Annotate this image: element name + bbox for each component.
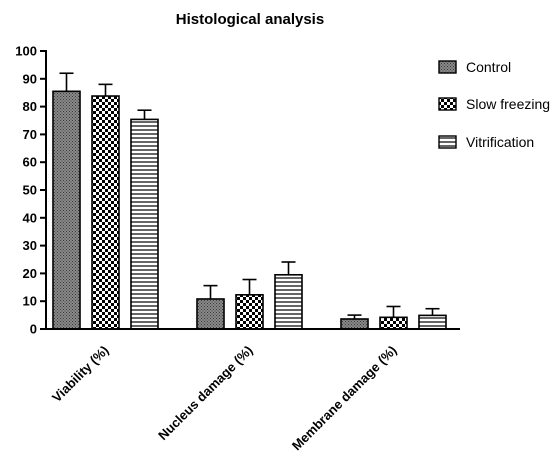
bar-vitrification-2 bbox=[418, 314, 447, 330]
legend-label: Vitrification bbox=[466, 134, 534, 150]
y-tick-label: 50 bbox=[23, 183, 37, 198]
x-category-label: Nucleus damage (%) bbox=[155, 343, 256, 444]
bar-slow-freezing-2 bbox=[379, 316, 408, 330]
x-category-label: Viability (%) bbox=[49, 343, 112, 406]
bars-group bbox=[52, 90, 447, 330]
error-bars-group bbox=[59, 72, 440, 319]
y-tick-label: 70 bbox=[23, 127, 37, 142]
bar-control-1 bbox=[196, 298, 225, 330]
bar-slow-freezing-0 bbox=[91, 95, 120, 330]
legend-swatch-control bbox=[438, 60, 457, 74]
legend-swatch-vitrification bbox=[438, 135, 457, 149]
bar-slow-freezing-1 bbox=[235, 294, 264, 330]
bar-vitrification-1 bbox=[274, 273, 303, 330]
bar-vitrification-0 bbox=[130, 118, 159, 330]
x-axis: Viability (%) Nucleus damage (%) Membrane … bbox=[46, 328, 460, 454]
chart-title: Histological analysis bbox=[176, 11, 324, 28]
legend-label: Control bbox=[466, 59, 511, 75]
y-tick-label: 20 bbox=[23, 266, 37, 281]
legend-label: Slow freezing bbox=[466, 96, 550, 112]
y-tick-label: 100 bbox=[15, 44, 37, 59]
bar-control-2 bbox=[340, 318, 369, 330]
y-tick-label: 60 bbox=[23, 155, 37, 170]
y-tick-label: 80 bbox=[23, 99, 37, 114]
y-axis: 0 10 20 30 40 50 60 70 80 90 100 bbox=[15, 44, 47, 337]
y-tick-label: 0 bbox=[30, 322, 37, 337]
y-tick-label: 10 bbox=[23, 294, 37, 309]
y-tick-label: 30 bbox=[23, 238, 37, 253]
legend-swatch-slow-freezing bbox=[438, 97, 457, 111]
y-tick-label: 90 bbox=[23, 71, 37, 86]
bar-control-0 bbox=[52, 90, 81, 330]
legend: Control Slow freezing Vitrification bbox=[438, 59, 550, 150]
y-tick-label: 40 bbox=[23, 210, 37, 225]
x-category-label: Membrane damage (%) bbox=[289, 343, 400, 454]
